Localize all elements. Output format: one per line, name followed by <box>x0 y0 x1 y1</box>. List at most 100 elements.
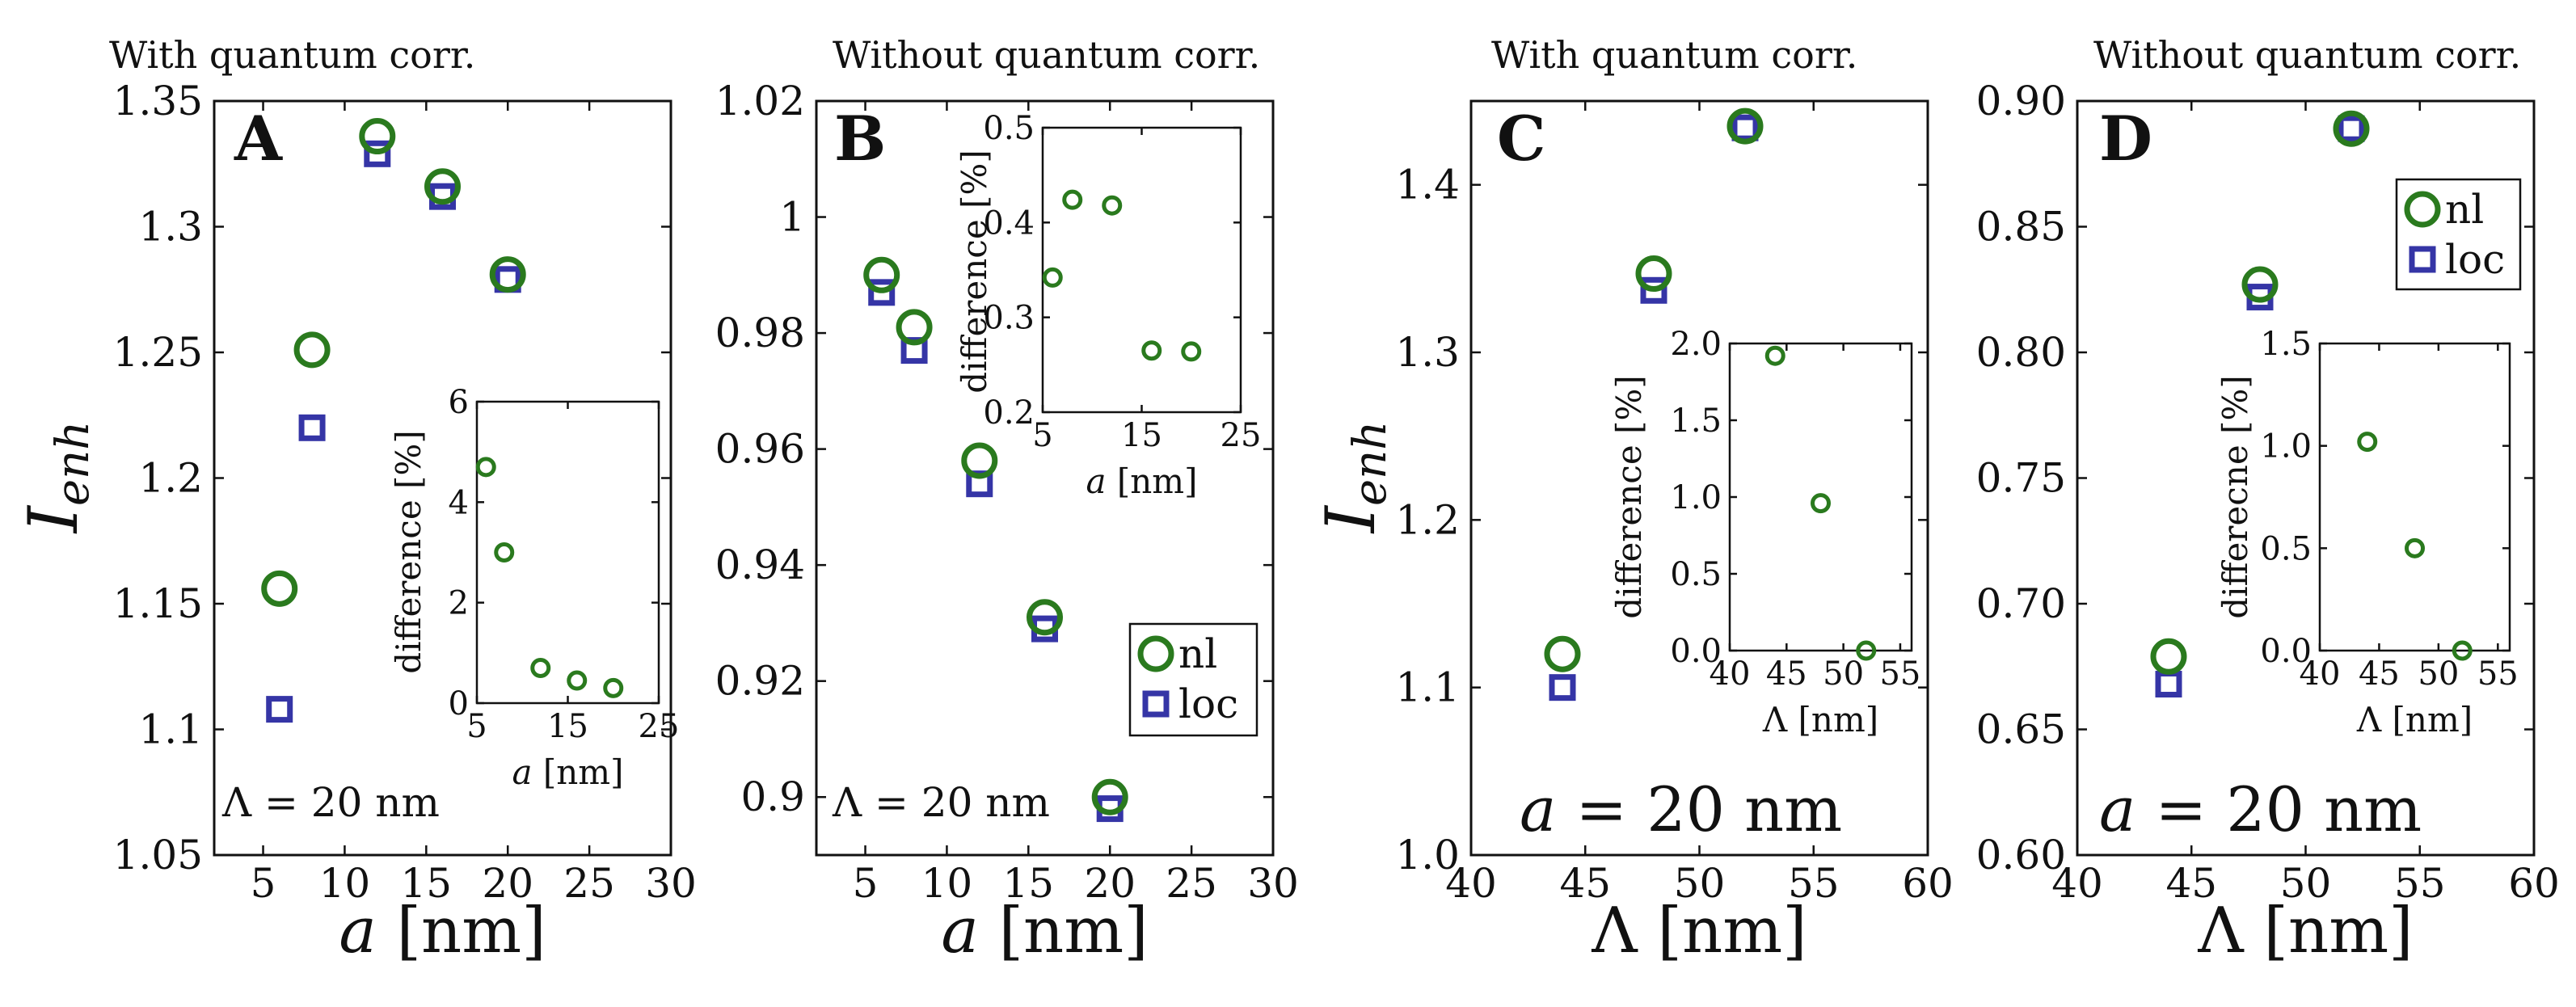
annotation-variable: a <box>1520 773 1556 845</box>
inset-frame <box>475 400 660 705</box>
data-point-nl <box>863 256 900 293</box>
data-point-nl <box>489 256 526 293</box>
series-nl <box>261 118 526 607</box>
legend-label-nl: nl <box>1178 630 1217 677</box>
inset-data-point <box>2405 537 2425 558</box>
inset-y-tick-label: 2.0 <box>1670 326 1722 363</box>
data-point-loc <box>2338 115 2365 142</box>
param-annotation: Λ = 20 nm <box>221 779 440 826</box>
panel-title: Without quantum corr. <box>833 33 1260 77</box>
inset-x-tick-label: 50 <box>1823 655 1864 693</box>
panel-title: Without quantum corr. <box>2093 33 2521 77</box>
legend-label-loc: loc <box>2445 236 2505 283</box>
inset-y-tick-label: 0.0 <box>2260 633 2312 670</box>
plot-frame <box>815 99 1275 857</box>
y-tick-label: 1.3 <box>138 204 203 251</box>
inset-x-axis-unit: [nm] <box>533 752 624 792</box>
x-axis-variable: a <box>339 895 377 967</box>
x-tick-label: 45 <box>2165 860 2217 907</box>
inset-x-tick-label: 25 <box>1221 417 1262 454</box>
y-tick-label: 1.0 <box>1395 832 1460 878</box>
inset-data-point <box>475 457 496 478</box>
data-point-nl <box>261 570 298 607</box>
inset-x-axis-label: Λ [nm] <box>2356 700 2473 739</box>
y-tick-label: 0.75 <box>1976 455 2066 502</box>
inset-x-axis-unit: [nm] <box>1107 461 1198 501</box>
data-point-nl <box>2333 110 2370 147</box>
data-point-nl <box>2150 638 2187 675</box>
inset-x-axis-variable: Λ <box>1762 700 1788 739</box>
inset-x-axis-variable: a <box>1086 461 1106 501</box>
y-tick-label: 1.4 <box>1395 162 1460 209</box>
annotation-rest: = 20 nm <box>1556 773 1842 845</box>
x-tick-label: 40 <box>1445 860 1497 907</box>
inset-y-tick-label: 1.5 <box>2260 326 2312 363</box>
inset-y-tick-label: 1.5 <box>1670 402 1722 440</box>
inset-data-point <box>2357 432 2378 453</box>
series-loc <box>2155 115 2365 698</box>
inset-x-tick-label: 40 <box>2300 655 2341 693</box>
inset-y-tick-label: 2 <box>449 585 469 622</box>
x-axis-unit: [nm] <box>377 895 546 967</box>
data-point-nl <box>1544 635 1581 672</box>
x-tick-label: 10 <box>921 860 973 907</box>
y-tick-label: 0.65 <box>1976 706 2066 753</box>
annotation-variable: a <box>2099 773 2135 845</box>
panel-c: With quantum corr. 40 45 50 55 60 1.0 1.1 1.2 1.3… <box>1311 33 1954 967</box>
inset-x-axis-variable: a <box>512 752 532 792</box>
param-annotation: a = 20 nm <box>2099 773 2422 845</box>
y-tick-label: 1.15 <box>113 580 203 627</box>
inset-data-point <box>1141 340 1162 361</box>
y-tick-label: 1.25 <box>113 329 203 376</box>
inset-data-point <box>494 542 515 562</box>
panel-label: D <box>2099 103 2152 175</box>
y-tick-label: 0.94 <box>715 541 805 588</box>
x-axis-label: Λ [nm] <box>1591 895 1807 967</box>
legend-label-loc: loc <box>1178 680 1238 727</box>
panel-d: Without quantum corr. 40 45 50 55 60 0.60 0.65 0… <box>1976 33 2560 967</box>
x-tick-label: 30 <box>1247 860 1299 907</box>
y-axis-main: I <box>1311 504 1390 534</box>
x-tick-label: 30 <box>645 860 697 907</box>
x-tick-label: 5 <box>853 860 879 907</box>
inset-x-tick-label: 5 <box>1032 417 1052 454</box>
x-tick-label: 50 <box>1674 860 1726 907</box>
x-tick-label: 25 <box>563 860 615 907</box>
inset-y-tick-label: 0.5 <box>2260 530 2312 567</box>
inset-data-point <box>530 657 551 678</box>
plot-frame <box>213 99 672 857</box>
panel-b: Without quantum corr.5 10 15 20 25 300.90.920… <box>715 33 1299 967</box>
y-axis-label: Ienh <box>1311 421 1397 534</box>
data-point-nl <box>1027 599 1063 636</box>
y-tick-label: 0.60 <box>1976 832 2066 878</box>
inset-data-point <box>1764 345 1785 366</box>
y-tick-label: 1.1 <box>138 706 203 753</box>
data-point-nl <box>896 309 933 346</box>
y-tick-label: 0.85 <box>1976 204 2066 251</box>
x-tick-label: 60 <box>1902 860 1954 907</box>
legend-marker-nl <box>2404 191 2441 228</box>
y-tick-label: 1.2 <box>1395 496 1460 543</box>
data-point-loc <box>298 414 326 441</box>
y-tick-label: 1.35 <box>113 78 203 124</box>
x-tick-label: 55 <box>1788 860 1840 907</box>
inset-y-tick-label: 0.4 <box>983 204 1035 242</box>
inset-y-tick-label: 1.0 <box>2260 428 2312 466</box>
legend-label-nl: nl <box>2445 186 2484 233</box>
y-tick-label: 0.70 <box>1976 580 2066 627</box>
inset-x-tick-label: 55 <box>2477 655 2519 693</box>
y-axis-subscript: enh <box>1344 421 1397 506</box>
x-tick-label: 40 <box>2051 860 2103 907</box>
inset-y-axis-label: difference [%] <box>389 430 428 673</box>
inset-data-point <box>2452 640 2473 661</box>
inset-x-tick-label: 15 <box>1121 417 1162 454</box>
inset-y-tick-label: 1.0 <box>1670 479 1722 516</box>
inset-x-axis-label: a [nm] <box>512 752 623 792</box>
y-axis-label: Ienh <box>14 421 99 534</box>
plot-frame <box>1469 99 1929 857</box>
x-tick-label: 15 <box>401 860 453 907</box>
inset-frame <box>1041 126 1242 414</box>
legend-marker-loc <box>1142 690 1170 718</box>
inset-y-tick-label: 6 <box>449 384 469 421</box>
